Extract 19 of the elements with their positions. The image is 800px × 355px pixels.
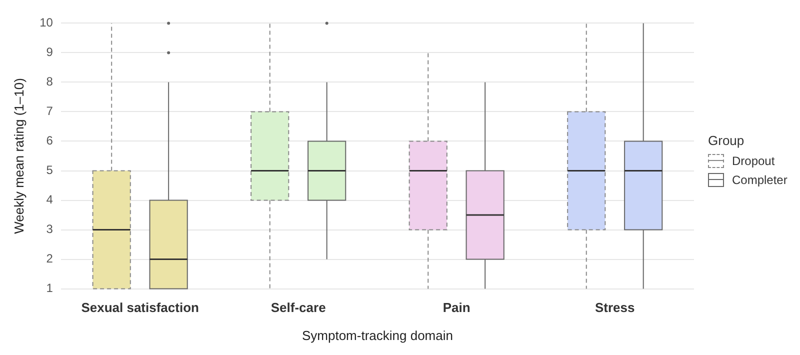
y-tick-label: 5: [46, 163, 54, 178]
y-tick-label: 7: [46, 104, 54, 118]
y-tick-label: 9: [46, 45, 54, 60]
legend-title: Group: [708, 133, 746, 148]
y-tick-label: 3: [46, 222, 54, 236]
x-tick-label: Self-care: [270, 300, 326, 316]
y-tick-label: 8: [46, 74, 54, 89]
y-tick-label: 4: [46, 192, 54, 207]
x-tick-label: Pain: [442, 300, 470, 316]
y-tick-label: 10: [40, 16, 54, 30]
x-axis-title: Symptom-tracking domain: [302, 328, 453, 343]
y-tick-label: 6: [46, 134, 54, 148]
y-tick-label: 2: [46, 252, 54, 266]
text: Completer: [732, 173, 788, 187]
y-axis-title: Weekly mean rating (1–10): [11, 78, 26, 234]
x-tick-label: Stress: [594, 300, 635, 316]
x-tick-label: Sexual satisfaction: [81, 300, 200, 316]
y-tick-label: 1: [46, 281, 54, 296]
text: Dropout: [732, 154, 775, 168]
